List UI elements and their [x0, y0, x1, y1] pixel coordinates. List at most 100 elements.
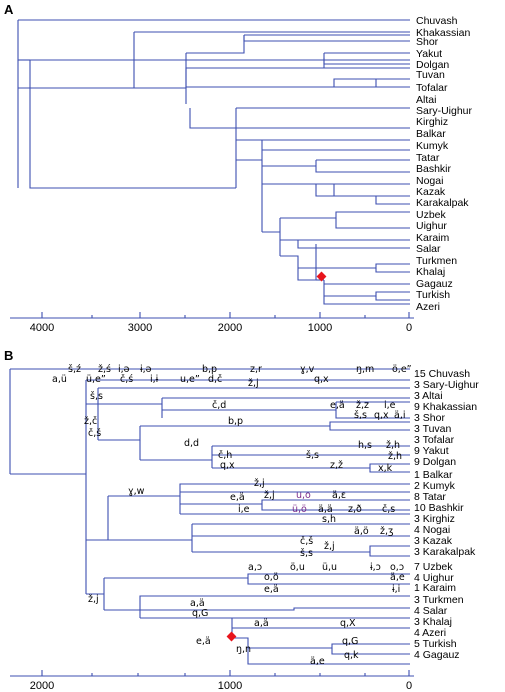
taxon-label: Uzbek [416, 209, 447, 221]
sound-change-annotation: ž,j [88, 594, 99, 605]
sound-change-annotation: ä,e [390, 572, 405, 583]
sound-change-annotation: ž,z [356, 400, 369, 411]
sound-change-annotation: z,r [250, 364, 262, 375]
taxon-label: 4 Uighur [414, 572, 454, 584]
a-tick-1000: 1000 [308, 322, 332, 334]
taxon-label: Bashkir [416, 163, 452, 175]
sound-change-annotation: a,ä [254, 618, 269, 629]
sound-change-annotation: š,s [306, 450, 319, 461]
sound-change-annotation: č,s [382, 504, 395, 515]
taxon-label: 9 Yakut [414, 445, 449, 457]
sound-change-annotation: u,o [296, 490, 311, 501]
sound-change-annotation: ü,u [322, 562, 337, 573]
taxon-label: 3 Kirghiz [414, 513, 455, 525]
taxon-label: Tatar [416, 152, 440, 164]
sound-change-annotation: ö,e” [392, 364, 412, 375]
sound-change-annotation: ɣ,w [128, 486, 145, 497]
taxon-label: Altai [416, 94, 436, 106]
taxon-label: Uighur [416, 220, 447, 232]
sound-change-annotation: i,e [238, 504, 250, 515]
sound-change-annotation: ä,ä [318, 504, 333, 515]
sound-change-annotation: e,ä [196, 636, 211, 647]
taxon-label: 7 Uzbek [414, 561, 453, 573]
panel-b-label: B [4, 348, 13, 363]
taxon-label: Shor [416, 36, 439, 48]
sound-change-annotation: č,š [88, 428, 101, 439]
sound-change-annotation: š,ź [68, 364, 81, 375]
taxon-label: 9 Dolgan [414, 456, 456, 468]
sound-change-annotation: ž,j [248, 378, 259, 389]
sound-change-annotation: b,p [228, 416, 243, 427]
taxon-label: 3 Tuvan [414, 423, 452, 435]
sound-change-annotation: ž,j [254, 478, 265, 489]
taxon-label: Chuvash [416, 15, 458, 27]
sound-change-annotation: d,č [208, 374, 222, 385]
sound-change-annotation: ŋ,n [236, 644, 251, 655]
taxon-label: 3 Altai [414, 390, 443, 402]
taxon-label: Turkmen [416, 255, 457, 267]
taxon-label: 3 Sary-Uighur [414, 379, 479, 391]
sound-change-annotation: o,ɔ [390, 562, 404, 573]
taxon-label: 3 Kazak [414, 535, 453, 547]
sound-change-annotation: č,š [300, 536, 313, 547]
taxon-label: Khakassian [416, 27, 470, 39]
sound-change-annotation: ɨ,ɔ [370, 562, 381, 573]
panel-b-axis: 2000 1000 0 [10, 670, 414, 692]
sound-change-annotation: a,ɔ [248, 562, 262, 573]
taxon-label: Tuvan [416, 69, 445, 81]
sound-change-annotation: h,s [358, 440, 372, 451]
taxon-label: Karaim [416, 232, 450, 244]
sound-change-annotation: e,ä [264, 584, 279, 595]
taxon-label: 1 Karaim [414, 582, 456, 594]
sound-change-annotation: a,ü [52, 374, 67, 385]
sound-change-annotation: č,ś [120, 374, 133, 385]
sound-change-annotation: ü,e” [86, 374, 106, 385]
taxon-label: Sary-Uighur [416, 105, 473, 117]
sound-change-annotation: e,ä [230, 492, 245, 503]
taxon-label: Yakut [416, 48, 442, 60]
taxon-label: 4 Azeri [414, 627, 446, 639]
sound-change-annotation: q,G [342, 636, 358, 647]
sound-change-annotation: ž,h [386, 440, 400, 451]
sound-change-annotation: š,s [90, 391, 103, 402]
sound-change-annotation: ž,č [84, 416, 97, 427]
sound-change-annotation: z,ž [330, 460, 343, 471]
taxon-label: 1 Balkar [414, 469, 453, 481]
sound-change-annotation: q,X [340, 618, 356, 629]
sound-change-annotation: i,ə [118, 364, 130, 375]
sound-change-annotation: ɨ,ə [140, 364, 152, 375]
sound-change-annotation: ɣ,v [300, 364, 315, 375]
taxon-label: 5 Turkish [414, 638, 457, 650]
sound-change-annotation: ü,ö [292, 504, 307, 515]
sound-change-annotation: ž,j [324, 541, 335, 552]
calibration-marker [316, 271, 327, 282]
sound-change-annotation: d,d [184, 438, 199, 449]
sound-change-annotation: z,ð [348, 504, 362, 515]
sound-change-annotation: ž,ʒ [380, 526, 394, 537]
taxon-label: 3 Khalaj [414, 616, 452, 628]
sound-change-annotation: i,ɨ [150, 374, 159, 385]
taxon-label: 2 Kumyk [414, 480, 456, 492]
panel-b-tree [9, 368, 410, 665]
sound-change-annotation: q,G [192, 608, 208, 619]
sound-change-annotation: s,h [322, 514, 336, 525]
sound-change-annotation: a,ä [190, 598, 205, 609]
taxon-label: 3 Tofalar [414, 434, 455, 446]
taxon-label: 4 Gagauz [414, 649, 460, 661]
taxon-label: Kazak [416, 186, 446, 198]
taxon-label: Khalaj [416, 266, 445, 278]
sound-change-annotation: b,p [202, 364, 217, 375]
taxon-label: Gagauz [416, 278, 453, 290]
sound-change-annotation: ä,ö [354, 526, 369, 537]
taxon-label: Nogai [416, 175, 443, 187]
b-tick-2000: 2000 [30, 680, 54, 692]
sound-change-annotation: ä,e [310, 656, 325, 667]
sound-change-annotation: q,x [314, 374, 329, 385]
a-tick-4000: 4000 [30, 322, 54, 334]
a-tick-3000: 3000 [128, 322, 152, 334]
sound-change-annotation: č,d [212, 400, 226, 411]
sound-change-annotation: š,s [354, 410, 367, 421]
